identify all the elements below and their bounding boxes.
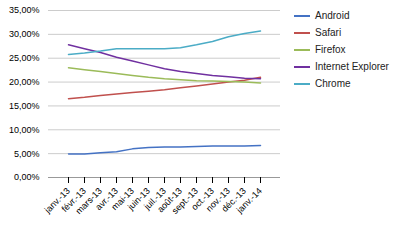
svg-text:15,00%: 15,00% (9, 101, 40, 111)
svg-text:sept.-13: sept.-13 (169, 185, 200, 216)
svg-text:avr.-13: avr.-13 (93, 185, 120, 213)
svg-text:5,00%: 5,00% (14, 149, 40, 159)
svg-text:janv.-14: janv.-14 (234, 186, 264, 216)
svg-text:0,00%: 0,00% (14, 172, 40, 182)
svg-text:déc.-13: déc.-13 (219, 185, 248, 214)
html-text:Safari: Safari (315, 27, 342, 38)
html-text:Chrome: Chrome (315, 78, 351, 89)
svg-text:juin-13: juin-13 (125, 185, 152, 212)
html-text:Firefox: Firefox (315, 44, 346, 55)
svg-text:oct.-13: oct.-13 (189, 185, 216, 213)
svg-text:mars-13: mars-13 (73, 185, 104, 217)
svg-text:août-13: août-13 (155, 185, 184, 215)
svg-text:mai-13: mai-13 (109, 185, 136, 213)
html-text:Android: Android (315, 10, 350, 21)
svg-text:20,00%: 20,00% (9, 77, 40, 87)
svg-text:35,00%: 35,00% (9, 5, 40, 15)
svg-text:févr.-13: févr.-13 (59, 185, 88, 214)
svg-text:30,00%: 30,00% (9, 29, 40, 39)
svg-text:janv.-13: janv.-13 (42, 185, 72, 215)
html-text:Internet Explorer: Internet Explorer (315, 61, 389, 72)
svg-text:juil.-13: juil.-13 (142, 185, 168, 212)
svg-text:nov.-13: nov.-13 (204, 185, 232, 214)
svg-text:10,00%: 10,00% (9, 125, 40, 135)
svg-text:25,00%: 25,00% (9, 53, 40, 63)
